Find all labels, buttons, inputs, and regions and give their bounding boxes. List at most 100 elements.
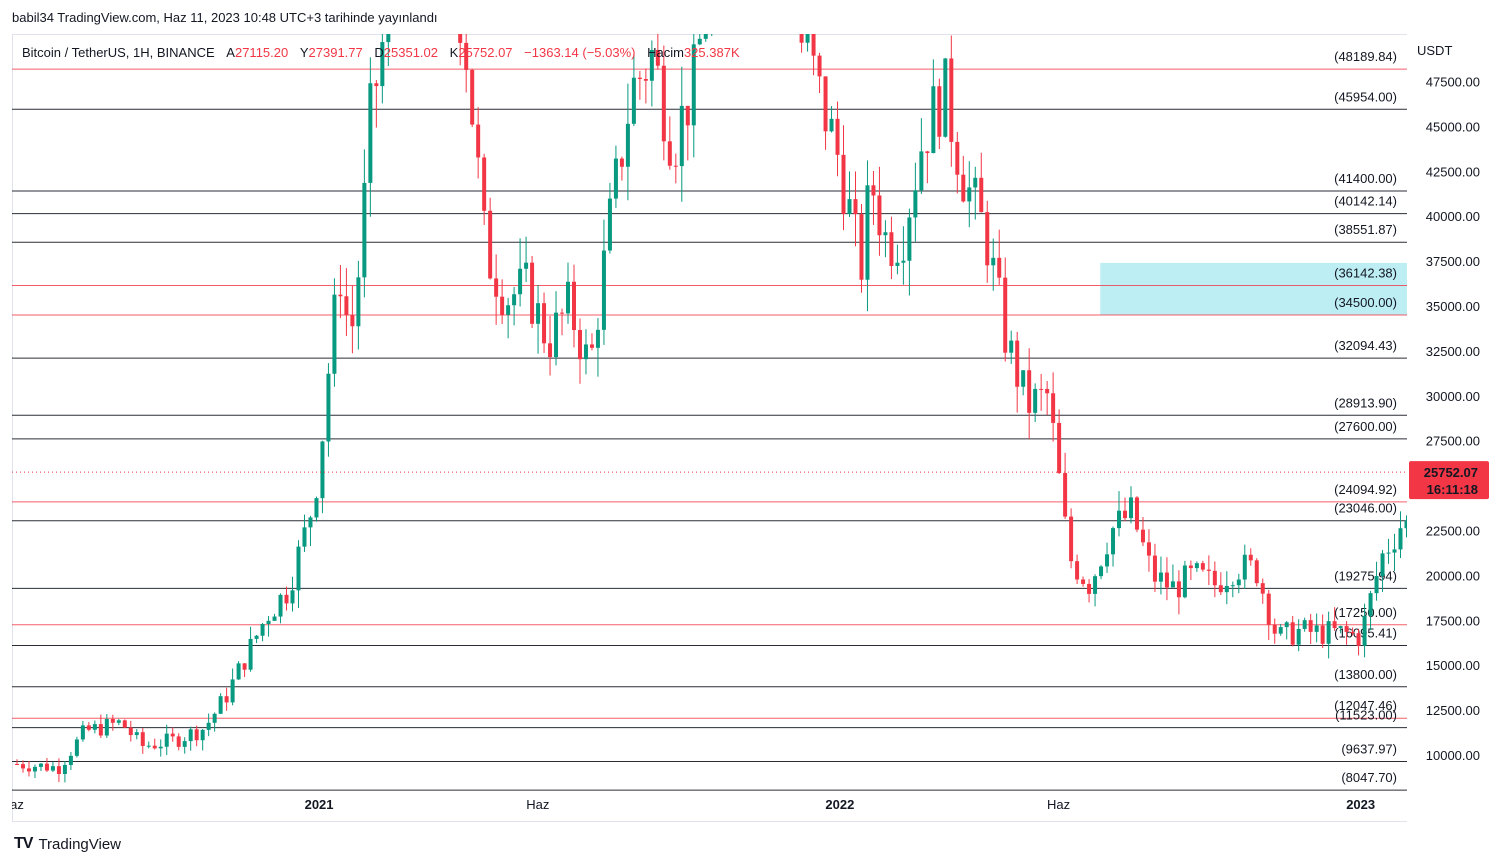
candle-body <box>146 745 151 747</box>
candle-body <box>883 232 888 236</box>
price-tick-label: 30000.00 <box>1426 389 1480 404</box>
price-tick-label: 37500.00 <box>1426 254 1480 269</box>
candle-body <box>619 158 624 167</box>
price-tick-label: 12500.00 <box>1426 703 1480 718</box>
candle-body <box>458 34 463 43</box>
price-tick-label: 42500.00 <box>1426 164 1480 179</box>
candle-body <box>631 77 636 124</box>
candle-body <box>601 250 606 330</box>
candle-body <box>1242 554 1247 580</box>
level-label: (36142.38) <box>1334 265 1397 280</box>
candle-body <box>464 42 469 70</box>
level-label: (19275.94) <box>1334 568 1397 583</box>
candle-body <box>1176 581 1181 598</box>
currency-label: USDT <box>1417 43 1452 58</box>
candle-body <box>1105 554 1110 567</box>
candle-body <box>1326 621 1331 644</box>
candle-body <box>865 185 870 280</box>
level-label: (13800.00) <box>1334 667 1397 682</box>
horizontal-levels: (48189.84) (45954.00) (41400.00) (40142.14)… <box>12 49 1407 791</box>
candle-body <box>1284 622 1289 628</box>
time-axis: az2021Haz2022Haz2023Haz2024May202 <box>12 797 1375 812</box>
candle-body <box>86 725 91 730</box>
high-label: Y <box>299 45 309 60</box>
candle-body <box>1368 593 1373 616</box>
candle-body <box>560 312 565 314</box>
candle-body <box>799 34 804 43</box>
candle-body <box>470 69 475 125</box>
candle-body <box>152 745 157 749</box>
candle-body <box>212 713 217 723</box>
price-tick-label: 47500.00 <box>1426 75 1480 90</box>
candle-body <box>80 725 85 740</box>
price-chart[interactable]: (48189.84) (45954.00) (41400.00) (40142.14)… <box>12 34 1490 822</box>
candle-body <box>128 727 133 736</box>
candle-body <box>344 296 349 316</box>
candle-body <box>1081 579 1086 584</box>
candle-body <box>1021 370 1026 387</box>
candle-body <box>44 763 49 771</box>
candle-body <box>1200 563 1205 570</box>
candle-body <box>1170 581 1175 588</box>
candle-body <box>625 123 630 167</box>
candle-body <box>829 118 834 132</box>
candle-body <box>56 766 61 774</box>
candle-body <box>236 663 241 680</box>
level-label: (40142.14) <box>1334 194 1397 209</box>
candle-body <box>1033 388 1038 413</box>
candle-body <box>991 257 996 266</box>
candle-body <box>1308 620 1313 632</box>
candle-body <box>356 277 361 327</box>
candle-body <box>224 696 229 703</box>
candle-body <box>817 55 822 77</box>
candle-body <box>68 755 73 765</box>
price-tick-label: 35000.00 <box>1426 299 1480 314</box>
candle-body <box>811 34 816 56</box>
candle-body <box>871 185 876 196</box>
candle-body <box>1362 615 1367 646</box>
candle-body <box>1057 422 1062 474</box>
candle-body <box>853 199 858 215</box>
zone-rect <box>1100 262 1407 315</box>
candle-body <box>1290 622 1295 645</box>
candle-body <box>937 86 942 137</box>
candle-body <box>1392 549 1397 553</box>
candle-body <box>847 199 852 214</box>
candle-body <box>661 65 666 142</box>
candle-body <box>536 303 541 324</box>
candle-body <box>1063 473 1068 517</box>
candle-body <box>542 303 547 344</box>
candle-body <box>697 38 702 45</box>
candle-body <box>1194 563 1199 569</box>
candle-body <box>1123 510 1128 519</box>
candle-body <box>643 78 648 81</box>
publish-line: babil34 TradingView.com, Haz 11, 2023 10… <box>12 10 438 25</box>
candle-body <box>524 262 529 269</box>
candle-body <box>1206 569 1211 571</box>
candle-body <box>326 373 331 442</box>
candle-body <box>566 281 571 314</box>
candle-body <box>338 294 343 297</box>
candle-body <box>1404 520 1409 529</box>
candle-body <box>158 746 163 749</box>
candle-body <box>548 343 553 358</box>
candle-body <box>1146 542 1151 556</box>
candle-body <box>1003 277 1008 353</box>
candle-body <box>38 763 43 767</box>
tradingview-brand[interactable]: TV TradingView <box>14 835 121 853</box>
candle-body <box>320 441 325 499</box>
candle-body <box>254 635 259 639</box>
candle-body <box>1332 621 1337 629</box>
level-label: (11523.00) <box>1335 708 1397 723</box>
candle-body <box>925 151 930 154</box>
level-label: (8047.70) <box>1341 770 1397 785</box>
candle-body <box>1344 626 1349 632</box>
candle-body <box>1296 628 1301 645</box>
candle-body <box>1075 561 1080 580</box>
candle-body <box>260 624 265 636</box>
candle-body <box>613 158 618 199</box>
candle-body <box>1152 555 1157 582</box>
candle-body <box>512 294 517 306</box>
candle-body <box>1398 528 1403 550</box>
candle-body <box>266 620 271 625</box>
